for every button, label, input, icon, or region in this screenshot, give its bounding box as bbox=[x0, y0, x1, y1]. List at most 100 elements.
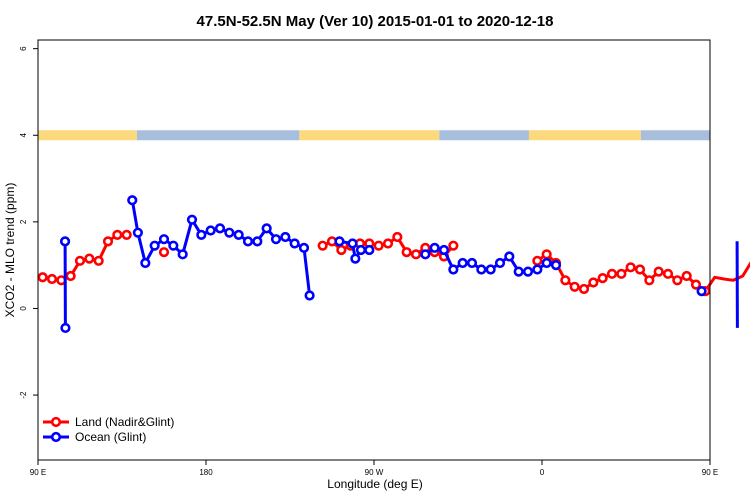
data-point bbox=[317, 240, 328, 251]
axes: 90 E 180 90 W 0 90 E -2 0 2 4 6 bbox=[19, 46, 718, 477]
plot-frame bbox=[37, 39, 711, 461]
y-tick-label: 4 bbox=[19, 132, 28, 137]
x-tick-label: 90 W bbox=[365, 468, 384, 477]
data-point bbox=[662, 268, 674, 279]
data-point bbox=[578, 283, 590, 295]
data-point bbox=[420, 249, 431, 260]
data-point bbox=[616, 268, 627, 279]
data-point bbox=[60, 322, 71, 334]
data-point bbox=[541, 249, 552, 260]
data-point bbox=[522, 266, 534, 277]
data-point bbox=[65, 270, 76, 282]
data-point bbox=[74, 255, 86, 266]
x-tick-label: 90 E bbox=[702, 468, 718, 477]
data-point bbox=[224, 227, 235, 238]
legend-label: Land (Nadir&Glint) bbox=[75, 415, 174, 429]
data-point bbox=[140, 257, 151, 269]
data-point bbox=[373, 240, 384, 251]
data-point bbox=[401, 247, 412, 258]
data-point bbox=[457, 257, 468, 269]
land-ocean-band bbox=[38, 130, 710, 141]
data-point bbox=[158, 234, 170, 245]
data-point bbox=[653, 266, 664, 277]
data-point bbox=[93, 255, 104, 266]
band-segment-land bbox=[299, 130, 440, 141]
data-point bbox=[252, 236, 263, 247]
data-point bbox=[132, 227, 143, 238]
band-segment-ocean bbox=[136, 130, 300, 141]
data-point bbox=[233, 229, 244, 240]
data-point bbox=[149, 240, 160, 251]
data-point bbox=[280, 231, 291, 243]
series-land bbox=[37, 229, 750, 297]
series-ocean bbox=[59, 195, 739, 334]
data-point bbox=[532, 255, 543, 266]
data-point bbox=[355, 244, 367, 256]
legend-marker bbox=[50, 431, 62, 443]
legend-marker bbox=[50, 416, 62, 428]
data-point bbox=[690, 279, 702, 290]
data-point bbox=[158, 247, 170, 258]
data-point bbox=[127, 195, 138, 206]
data-point bbox=[429, 242, 440, 253]
y-axis-label: XCO2 - MLO trend (ppm) bbox=[3, 183, 17, 318]
data-point bbox=[84, 253, 95, 264]
data-point bbox=[644, 275, 655, 286]
data-point bbox=[59, 236, 71, 247]
data-point bbox=[177, 249, 188, 260]
data-point bbox=[504, 251, 515, 262]
data-point bbox=[242, 236, 254, 247]
data-point bbox=[196, 229, 207, 240]
data-point bbox=[476, 264, 487, 275]
band-segment-ocean bbox=[439, 130, 529, 141]
x-tick-label: 180 bbox=[199, 468, 213, 477]
data-point bbox=[485, 264, 496, 275]
legend: Land (Nadir&Glint)Ocean (Glint) bbox=[43, 415, 174, 444]
data-point bbox=[597, 273, 608, 284]
data-point bbox=[350, 253, 361, 264]
data-point bbox=[448, 240, 459, 251]
data-point bbox=[336, 244, 347, 256]
data-point bbox=[168, 240, 179, 251]
data-point bbox=[334, 236, 345, 247]
data-point bbox=[672, 275, 683, 286]
data-point bbox=[121, 229, 132, 240]
data-point bbox=[205, 225, 216, 236]
data-point bbox=[261, 223, 272, 234]
data-point bbox=[438, 244, 450, 256]
data-point bbox=[382, 238, 394, 249]
data-point bbox=[37, 272, 48, 283]
data-point bbox=[112, 229, 123, 240]
x-tick-label: 90 E bbox=[30, 468, 46, 477]
data-point bbox=[304, 290, 315, 301]
data-point bbox=[569, 281, 580, 292]
data-point bbox=[560, 275, 571, 286]
series-layer bbox=[37, 195, 750, 334]
data-point bbox=[364, 244, 375, 256]
data-point bbox=[186, 214, 198, 225]
data-point bbox=[606, 268, 618, 279]
y-tick-label: 2 bbox=[19, 219, 28, 224]
data-point bbox=[513, 266, 524, 277]
data-point bbox=[494, 257, 506, 269]
data-point bbox=[270, 234, 282, 245]
band-segment-ocean bbox=[640, 130, 710, 141]
y-tick-label: -2 bbox=[19, 391, 28, 399]
data-point bbox=[410, 249, 422, 260]
data-point bbox=[102, 236, 114, 247]
y-tick-label: 6 bbox=[19, 46, 28, 51]
data-point bbox=[696, 286, 707, 297]
legend-label: Ocean (Glint) bbox=[75, 430, 146, 444]
x-tick-label: 0 bbox=[540, 468, 545, 477]
data-point bbox=[550, 260, 562, 271]
chart-title: 47.5N-52.5N May (Ver 10) 2015-01-01 to 2… bbox=[197, 13, 554, 30]
x-axis-label: Longitude (deg E) bbox=[327, 477, 422, 491]
data-point bbox=[625, 262, 636, 273]
data-point bbox=[634, 264, 646, 275]
data-point bbox=[681, 270, 692, 282]
data-point bbox=[214, 223, 226, 234]
data-point bbox=[541, 257, 552, 269]
y-tick-label: 0 bbox=[19, 306, 28, 311]
data-point bbox=[588, 277, 599, 288]
